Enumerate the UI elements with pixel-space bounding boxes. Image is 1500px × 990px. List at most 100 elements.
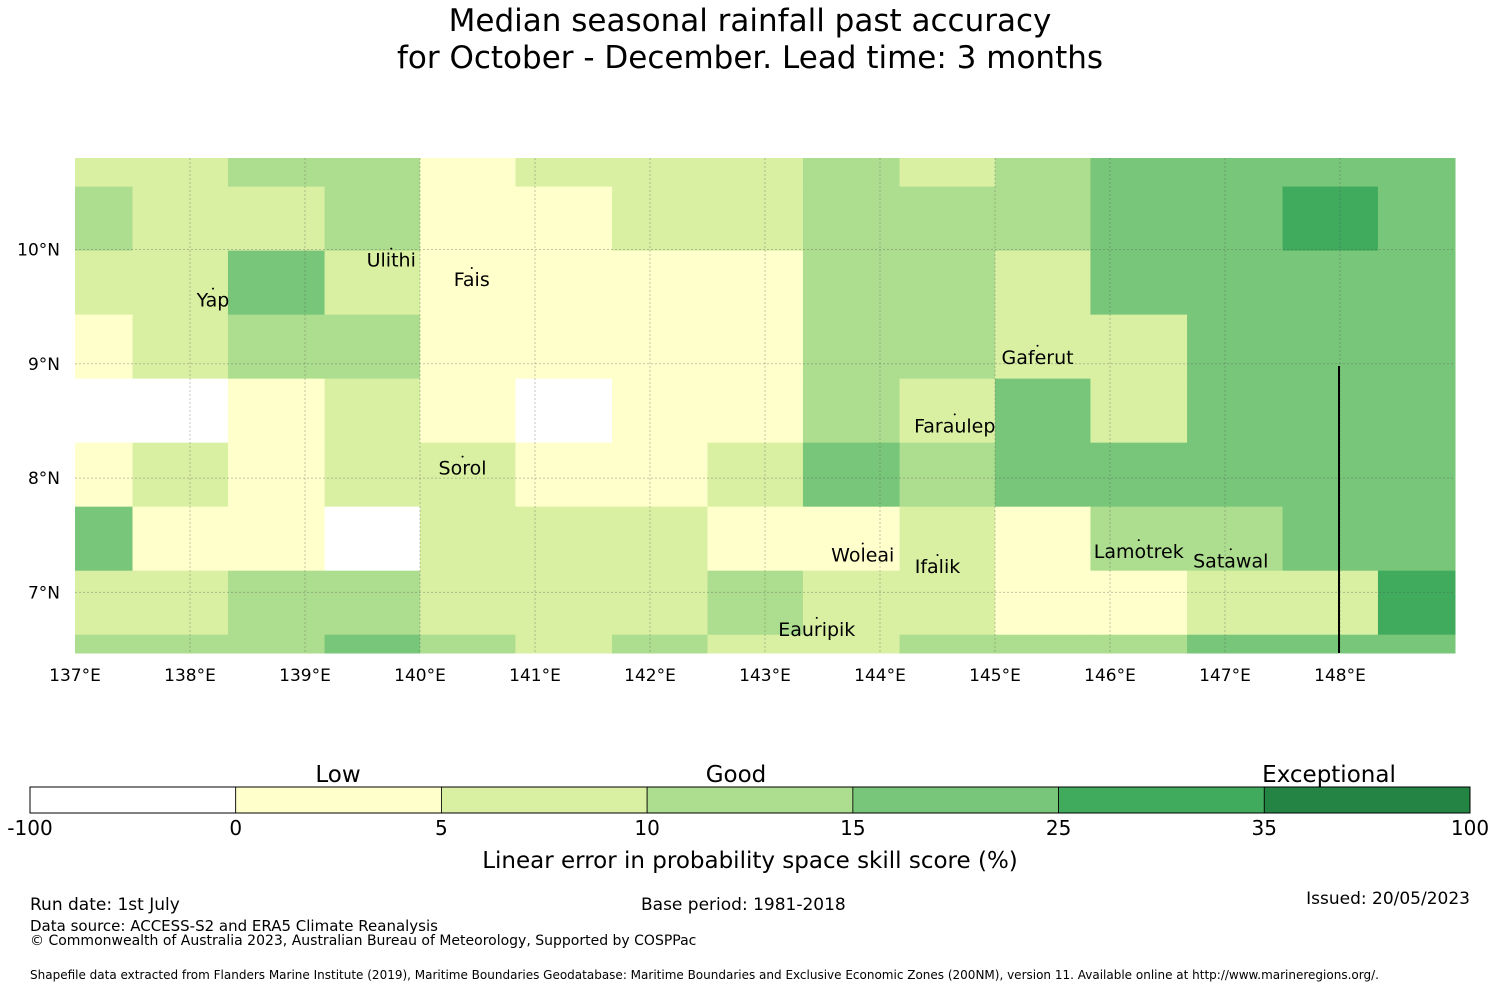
grid-cell: [707, 314, 804, 380]
grid-cell: [1377, 506, 1456, 572]
grid-cell: [1187, 314, 1283, 380]
grid-cell: [1187, 186, 1283, 252]
grid-cell: [75, 570, 133, 636]
grid-cell: [515, 634, 613, 654]
grid-cell: [612, 378, 708, 444]
grid-cell: [995, 442, 1091, 508]
place-label: Ulithi: [367, 250, 416, 272]
place-labels: Ulithi Fais Yap Gaferut Faraulep Sorol Woleai I…: [196, 250, 1269, 641]
grid-cell: [995, 158, 1091, 188]
longitude-ticks: 137°E 138°E 139°E 140°E 141°E 142°E 143°E 144°E…: [49, 666, 1366, 686]
island-dot: [861, 542, 864, 545]
grid-cell: [1377, 378, 1456, 444]
grid-cell: [707, 186, 804, 252]
colorbar-tick-label: 10: [634, 816, 659, 840]
island-markers: [212, 247, 1232, 619]
grid-cell: [1090, 634, 1188, 654]
grid-cell: [1377, 158, 1456, 188]
lat-tick-label: 7°N: [28, 583, 60, 603]
grid-cell: [707, 570, 804, 636]
grid-cell: [802, 250, 901, 316]
grid-cell: [1090, 314, 1188, 380]
grid-cell: [515, 378, 613, 444]
island-dot: [1229, 548, 1232, 551]
grid-cell: [612, 442, 708, 508]
place-label: Yap: [196, 290, 230, 312]
grid-cell: [227, 570, 326, 636]
lon-tick-label: 141°E: [509, 666, 561, 686]
base-period: Base period: 1981-2018: [641, 895, 846, 915]
grid-cell: [995, 250, 1091, 316]
grid-cell: [75, 506, 133, 572]
grid-cell: [324, 158, 421, 188]
lon-tick-label: 148°E: [1314, 666, 1366, 686]
grid-cell: [612, 634, 708, 654]
grid-cell: [132, 314, 229, 380]
grid-cell: [1187, 250, 1283, 316]
grid-cell: [612, 158, 708, 188]
grid-cell: [324, 314, 421, 380]
shapefile-credit: Shapefile data extracted from Flanders M…: [30, 968, 1379, 982]
grid-cell: [1282, 250, 1379, 316]
grid-cell: [227, 442, 326, 508]
grid-cell: [75, 158, 133, 188]
place-label: Woleai: [831, 545, 894, 567]
grid-cell: [420, 314, 516, 380]
grid-cell: [324, 506, 421, 572]
grid-cell: [995, 186, 1091, 252]
lon-tick-label: 139°E: [279, 666, 331, 686]
lon-tick-label: 144°E: [854, 666, 906, 686]
grid-cell: [75, 186, 133, 252]
grid-cell: [899, 314, 996, 380]
grid-cell: [420, 506, 516, 572]
colorbar-title: Linear error in probability space skill …: [482, 848, 1018, 874]
grid-cell: [132, 506, 229, 572]
grid-cell: [707, 378, 804, 444]
grid-cell: [515, 314, 613, 380]
data-source: Data source: ACCESS-S2 and ERA5 Climate …: [30, 917, 438, 935]
grid-cell: [899, 378, 996, 444]
copyright: © Commonwealth of Australia 2023, Austra…: [30, 933, 697, 949]
grid-cell: [132, 158, 229, 188]
colorbar-tick-label: -100: [7, 816, 52, 840]
category-exceptional: Exceptional: [1262, 762, 1396, 788]
grid-cell: [1282, 314, 1379, 380]
grid-cell: [899, 158, 996, 188]
colorbar-tick-label: 25: [1046, 816, 1071, 840]
island-dot: [936, 553, 939, 556]
colorbar-bin: [852, 786, 1059, 814]
grid-cell: [420, 158, 516, 188]
grid-cell: [802, 158, 901, 188]
grid-cell: [227, 314, 326, 380]
grid-cell: [1282, 634, 1379, 654]
grid-cell: [1377, 186, 1456, 252]
grid-cell: [132, 570, 229, 636]
grid-cell: [1377, 570, 1456, 636]
colorbar: [29, 786, 1471, 814]
lon-tick-label: 137°E: [49, 666, 101, 686]
lon-tick-label: 147°E: [1199, 666, 1251, 686]
grid-cell: [899, 442, 996, 508]
grid-cell: [75, 634, 133, 654]
grid-cell: [1282, 186, 1379, 252]
grid-cell: [1187, 442, 1283, 508]
grid-cell: [899, 570, 996, 636]
grid-cell: [227, 506, 326, 572]
grid-cell: [707, 158, 804, 188]
grid-cell: [899, 634, 996, 654]
colorbar-tick-label: 100: [1451, 816, 1489, 840]
grid-cell: [802, 186, 901, 252]
colorbar-tick-label: 15: [840, 816, 865, 840]
grid-cell: [132, 250, 229, 316]
grid-cell: [227, 186, 326, 252]
colorbar-bin: [1058, 786, 1265, 814]
colorbar-tick-label: 0: [229, 816, 242, 840]
grid-cell: [75, 314, 133, 380]
lon-tick-label: 143°E: [739, 666, 791, 686]
category-good: Good: [706, 762, 767, 788]
grid-cell: [1282, 570, 1379, 636]
grid-cell: [324, 378, 421, 444]
grid-cell: [1187, 506, 1283, 572]
island-dot: [461, 455, 464, 458]
place-label: Gaferut: [1002, 347, 1074, 369]
